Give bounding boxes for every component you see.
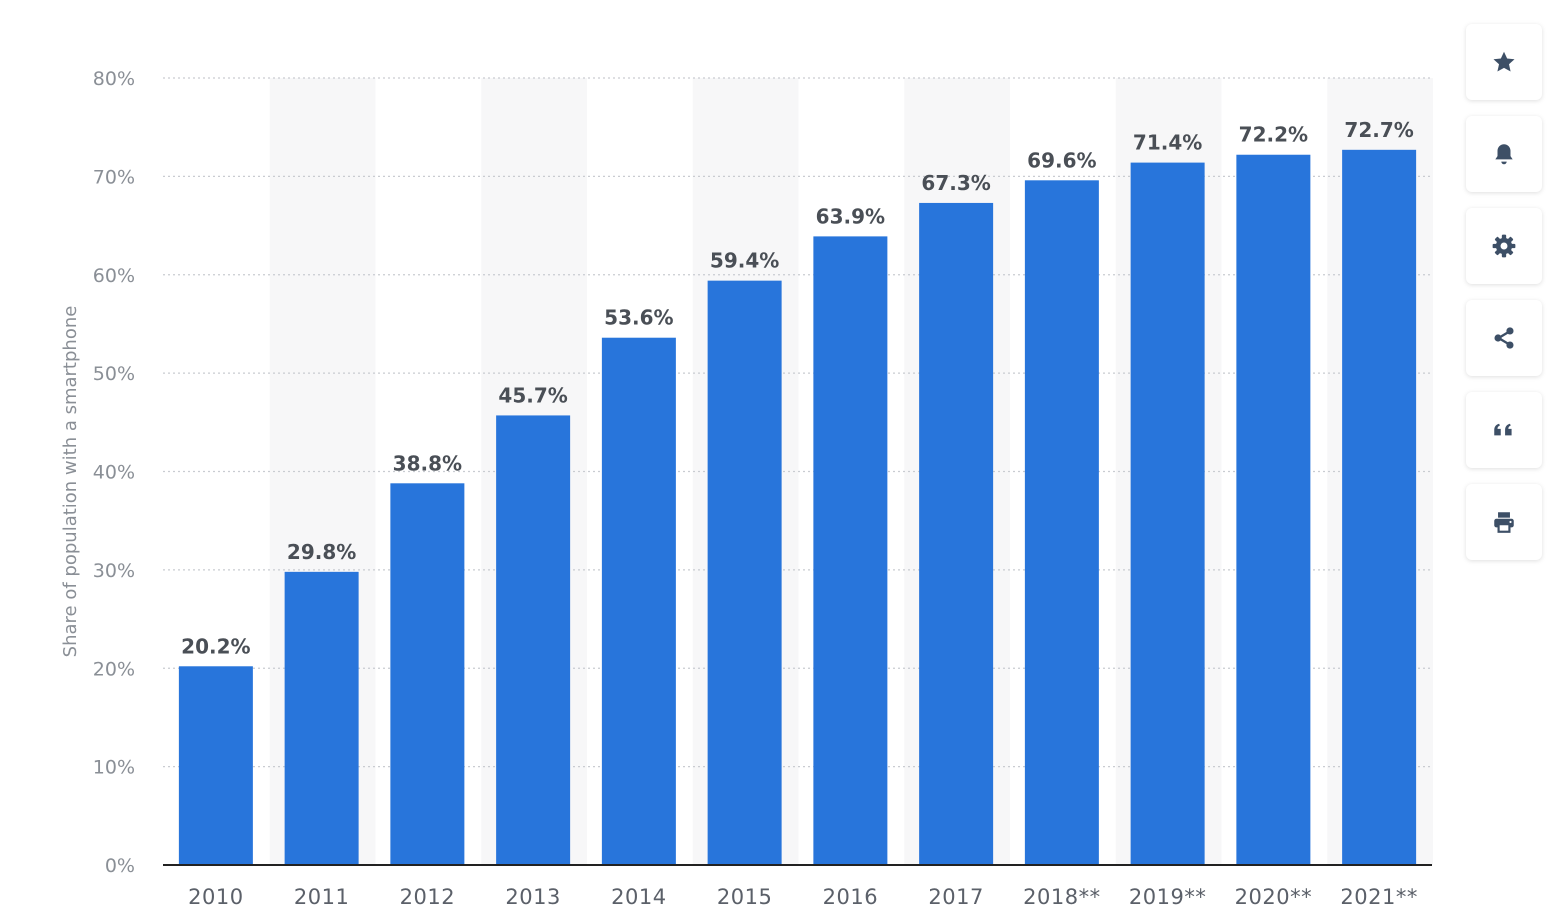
data-label: 69.6% bbox=[1027, 148, 1096, 172]
print-button[interactable] bbox=[1466, 484, 1542, 560]
x-tick-label: 2021** bbox=[1340, 885, 1417, 909]
x-tick-label: 2010 bbox=[188, 885, 243, 909]
share-icon bbox=[1494, 327, 1514, 349]
bar-chart: 20.2% 29.8% 38.8% 45.7% 53.6% 59.4% 63.9% 67.3%… bbox=[60, 68, 1433, 909]
data-label: 59.4% bbox=[710, 249, 779, 273]
x-tick-label: 2014 bbox=[611, 885, 666, 909]
y-tick-label: 30% bbox=[93, 560, 135, 582]
x-axis-ticks: 2010 2011 2012 2013 2014 2015 2016 2017 2018** 20… bbox=[188, 885, 1417, 909]
x-tick-label: 2020** bbox=[1235, 885, 1312, 909]
y-tick-label: 50% bbox=[93, 363, 135, 385]
y-tick-label: 0% bbox=[105, 855, 135, 877]
y-tick-label: 20% bbox=[93, 658, 135, 680]
bar[interactable] bbox=[284, 571, 359, 865]
chart-toolbar bbox=[1466, 24, 1542, 576]
x-tick-label: 2018** bbox=[1023, 885, 1100, 909]
x-tick-label: 2013 bbox=[505, 885, 560, 909]
y-tick-label: 40% bbox=[93, 462, 135, 484]
quote-icon bbox=[1494, 423, 1512, 436]
cite-button[interactable] bbox=[1466, 392, 1542, 468]
printer-icon bbox=[1494, 512, 1514, 533]
data-label: 67.3% bbox=[921, 171, 990, 195]
bar[interactable] bbox=[919, 202, 994, 865]
bar[interactable] bbox=[813, 236, 888, 866]
bar[interactable] bbox=[707, 280, 782, 866]
bar[interactable] bbox=[1236, 154, 1311, 866]
bar[interactable] bbox=[1130, 162, 1205, 866]
y-tick-label: 80% bbox=[93, 68, 135, 90]
data-label: 72.2% bbox=[1239, 123, 1308, 147]
data-label: 38.8% bbox=[393, 451, 462, 475]
bar[interactable] bbox=[1342, 149, 1417, 866]
y-tick-label: 10% bbox=[93, 757, 135, 779]
gear-icon bbox=[1492, 234, 1516, 258]
data-label: 63.9% bbox=[816, 204, 885, 228]
bar[interactable] bbox=[390, 483, 465, 865]
y-tick-label: 60% bbox=[93, 265, 135, 287]
data-labels: 20.2% 29.8% 38.8% 45.7% 53.6% 59.4% 63.9% 67.3%… bbox=[181, 118, 1414, 658]
x-tick-label: 2016 bbox=[823, 885, 878, 909]
x-tick-label: 2015 bbox=[717, 885, 772, 909]
bar[interactable] bbox=[496, 415, 571, 865]
bar[interactable] bbox=[1024, 180, 1099, 865]
settings-button[interactable] bbox=[1466, 208, 1542, 284]
bell-icon bbox=[1495, 144, 1513, 165]
x-tick-label: 2019** bbox=[1129, 885, 1206, 909]
bar[interactable] bbox=[601, 337, 676, 866]
gridlines bbox=[163, 77, 1432, 768]
data-label: 20.2% bbox=[181, 634, 250, 658]
x-tick-label: 2012 bbox=[400, 885, 455, 909]
x-tick-label: 2011 bbox=[294, 885, 349, 909]
bar[interactable] bbox=[178, 666, 253, 865]
favorite-button[interactable] bbox=[1466, 24, 1542, 100]
x-tick-label: 2017 bbox=[928, 885, 983, 909]
data-label: 72.7% bbox=[1344, 118, 1413, 142]
y-axis-ticks: 0% 10% 20% 30% 40% 50% 60% 70% 80% bbox=[93, 68, 135, 877]
data-label: 53.6% bbox=[604, 306, 673, 330]
share-button[interactable] bbox=[1466, 300, 1542, 376]
y-axis-title: Share of population with a smartphone bbox=[60, 306, 81, 658]
notification-button[interactable] bbox=[1466, 116, 1542, 192]
data-label: 29.8% bbox=[287, 540, 356, 564]
data-label: 45.7% bbox=[498, 383, 567, 407]
star-icon bbox=[1493, 51, 1515, 72]
y-tick-label: 70% bbox=[93, 166, 135, 188]
data-label: 71.4% bbox=[1133, 131, 1202, 155]
bars bbox=[178, 149, 1417, 866]
